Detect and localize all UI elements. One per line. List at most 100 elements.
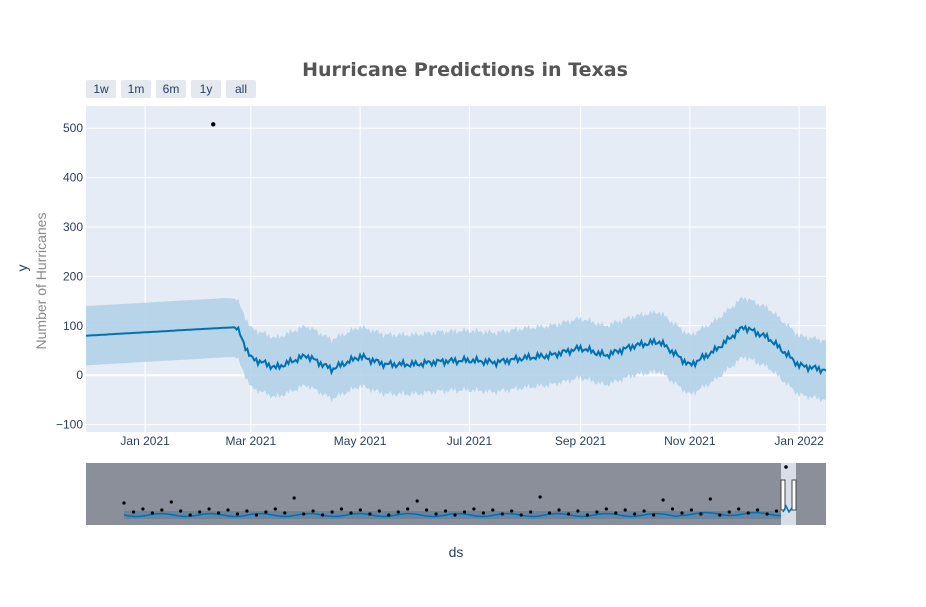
range-slider-point (491, 508, 495, 512)
y-tick-label: 100 (63, 319, 83, 333)
range-slider-point (131, 510, 136, 514)
x-tick-label: Jan 2022 (774, 434, 824, 448)
range-slider-point (330, 510, 334, 514)
range-slider-point (396, 510, 400, 514)
range-slider-point (765, 512, 769, 516)
observed-point (211, 122, 216, 127)
range-slider-point (699, 512, 703, 516)
y-axis: −100 0 100 200 300 400 500 (56, 121, 83, 431)
range-slider-point (273, 507, 277, 511)
uncertainty-band (86, 297, 826, 403)
x-tick-label: May 2021 (334, 434, 387, 448)
range-slider-point (339, 507, 344, 511)
range-slider-point (481, 511, 485, 515)
forecast-line (85, 324, 827, 376)
range-slider-point (510, 509, 514, 513)
y-tick-label: 500 (63, 121, 83, 135)
range-slider-point (434, 512, 438, 516)
range-slider-point (652, 513, 656, 517)
range-slider-right-handle[interactable] (791, 479, 797, 511)
range-slider-left-handle[interactable] (780, 479, 786, 511)
range-slider-point (217, 511, 221, 515)
range-slider-point (623, 508, 627, 512)
range-slider-point (235, 512, 240, 516)
range-slider[interactable] (86, 463, 826, 525)
range-slider-point (756, 508, 760, 512)
range-slider-point (292, 496, 296, 500)
range-slider-point (774, 509, 779, 513)
range-button-label: 1w (93, 82, 109, 96)
range-slider-point (727, 510, 731, 514)
range-slider-point (718, 513, 722, 517)
range-slider-point (670, 507, 675, 511)
x-tick-label: Sep 2021 (555, 434, 607, 448)
x-tick-label: Nov 2021 (664, 434, 716, 448)
range-slider-point (642, 509, 646, 513)
range-slider-point (406, 507, 410, 511)
chart-title: Hurricane Predictions in Texas (302, 59, 628, 81)
y-tick-label: 400 (63, 171, 83, 185)
x-tick-label: Jul 2021 (447, 434, 493, 448)
range-slider-point (188, 513, 192, 517)
range-slider-point (500, 512, 504, 516)
range-slider-point (746, 511, 750, 515)
range-slider-point (302, 512, 306, 516)
range-slider-point (226, 508, 230, 512)
range-slider-point (283, 511, 287, 515)
range-slider-point (576, 509, 580, 513)
range-slider-point (141, 507, 145, 511)
range-slider-point (557, 508, 561, 512)
range-slider-point (784, 465, 788, 469)
x-axis: Jan 2021 Mar 2021 May 2021 Jul 2021 Sep 2021… (120, 434, 824, 448)
y-tick-label: 0 (76, 368, 83, 382)
range-selector: 1w 1m 6m 1y all (86, 80, 256, 98)
range-slider-point (150, 511, 154, 515)
range-slider-point (538, 495, 542, 499)
range-slider-point (160, 508, 164, 512)
range-button-1y[interactable]: 1y (191, 80, 221, 98)
range-button-6m[interactable]: 6m (156, 80, 186, 98)
y-tick-label: −100 (56, 418, 83, 432)
range-slider-point (519, 513, 523, 517)
x-axis-title: ds (449, 544, 464, 560)
range-slider-point (661, 498, 665, 502)
range-slider-point (737, 507, 741, 511)
range-slider-point (708, 497, 712, 501)
range-slider-point (254, 513, 258, 517)
range-slider-point (566, 512, 571, 516)
y-axis-title: y (14, 265, 30, 272)
range-slider-point (472, 507, 476, 511)
range-slider-point (548, 511, 552, 515)
range-slider-point (349, 511, 353, 515)
range-slider-point (264, 510, 268, 514)
range-button-label: 6m (163, 82, 180, 96)
range-button-all[interactable]: all (226, 80, 256, 98)
y-tick-label: 300 (63, 220, 83, 234)
range-slider-point (207, 507, 211, 511)
range-slider-point (453, 513, 457, 517)
range-slider-point (377, 509, 381, 513)
range-slider-point (415, 499, 419, 503)
range-button-label: 1m (128, 82, 145, 96)
range-button-1w[interactable]: 1w (86, 80, 116, 98)
range-slider-point (245, 509, 249, 513)
observed-points-layer (211, 122, 216, 127)
range-slider-point (585, 513, 590, 517)
range-slider-point (368, 512, 372, 516)
range-slider-point (604, 507, 608, 511)
range-slider-point (529, 510, 533, 514)
range-slider-window-line (782, 504, 793, 514)
range-slider-point (425, 508, 429, 512)
range-button-label: all (235, 82, 247, 96)
range-slider-point (321, 513, 325, 517)
range-slider-point (689, 508, 694, 512)
range-button-1m[interactable]: 1m (121, 80, 151, 98)
x-tick-label: Jan 2021 (120, 434, 170, 448)
uncertainty-band-layer (86, 297, 826, 403)
range-slider-point (443, 509, 448, 513)
range-slider-point (122, 501, 126, 505)
x-tick-label: Mar 2021 (225, 434, 276, 448)
range-slider-point (179, 509, 183, 513)
range-slider-point (169, 500, 173, 504)
